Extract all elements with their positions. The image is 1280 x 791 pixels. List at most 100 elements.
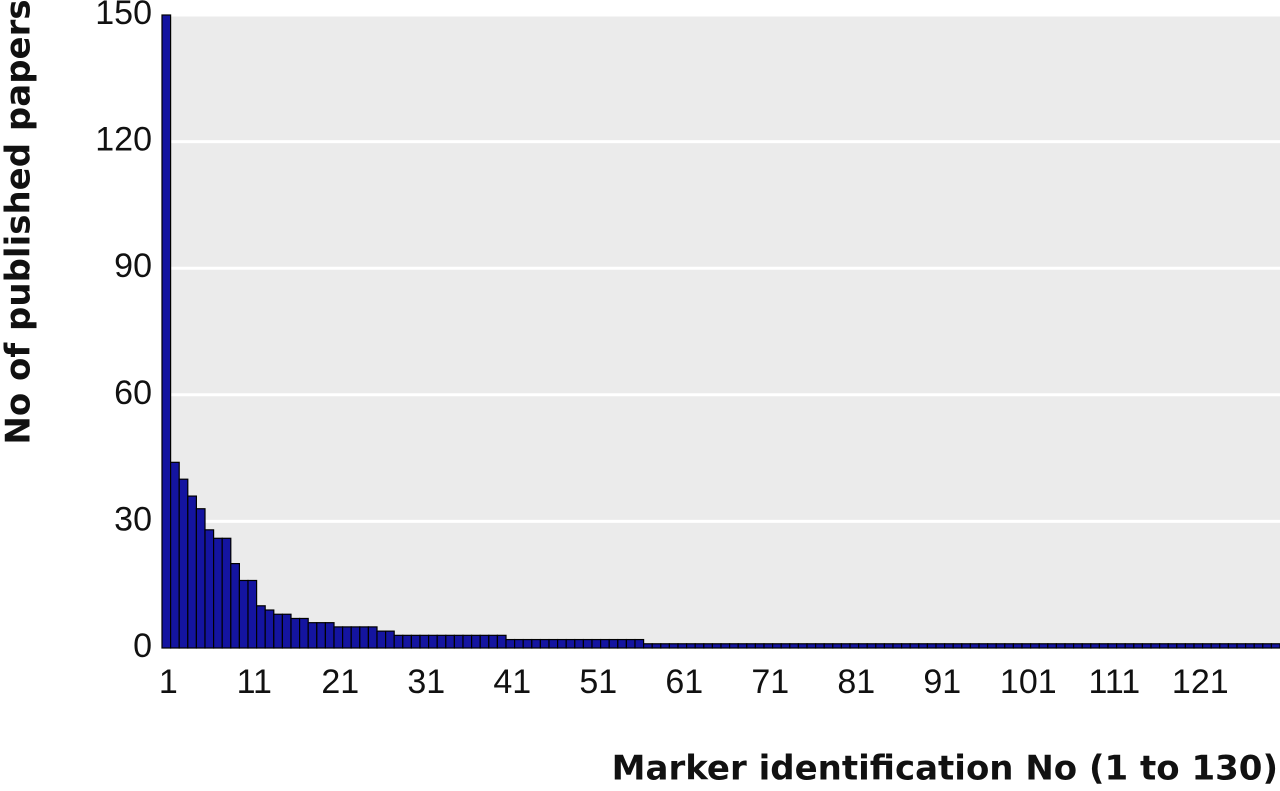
bar xyxy=(230,562,241,649)
bar xyxy=(694,643,705,649)
bar xyxy=(178,478,189,649)
bar xyxy=(642,643,653,649)
bar xyxy=(771,643,782,649)
bar xyxy=(1262,643,1273,649)
bar xyxy=(660,643,670,649)
bar xyxy=(900,643,911,649)
bar xyxy=(780,643,791,649)
bar xyxy=(711,643,722,649)
bar xyxy=(969,643,980,649)
y-tick-label: 60 xyxy=(114,374,152,412)
bar xyxy=(1055,643,1066,649)
bar xyxy=(161,14,172,649)
bar xyxy=(832,643,842,649)
bar xyxy=(496,634,507,649)
bar xyxy=(582,638,593,649)
bar xyxy=(324,622,335,649)
bar xyxy=(1115,643,1126,649)
bar xyxy=(892,643,903,649)
bar xyxy=(1107,643,1118,649)
bar xyxy=(428,634,438,649)
bar xyxy=(342,626,352,649)
bar xyxy=(170,461,180,649)
bar xyxy=(1244,643,1255,649)
plot-background xyxy=(162,15,1280,648)
bar xyxy=(419,634,430,649)
bar xyxy=(316,622,326,649)
bar xyxy=(1029,643,1040,649)
bar xyxy=(599,638,610,649)
bar xyxy=(591,638,602,649)
bar xyxy=(1021,643,1032,649)
x-tick-label: 61 xyxy=(665,663,703,701)
x-tick-label: 41 xyxy=(493,663,531,701)
bar xyxy=(1047,643,1058,649)
bar xyxy=(703,643,713,649)
bar xyxy=(935,643,946,649)
bar xyxy=(685,643,696,649)
y-tick-label: 30 xyxy=(114,500,152,538)
bar xyxy=(806,643,817,649)
bar xyxy=(763,643,774,649)
bar xyxy=(1158,643,1169,649)
bar xyxy=(402,634,412,649)
bar xyxy=(187,495,198,649)
bar xyxy=(797,643,808,649)
bar xyxy=(866,643,877,649)
bar xyxy=(823,643,834,649)
bar xyxy=(299,617,309,649)
bar xyxy=(617,638,627,649)
bar xyxy=(445,634,455,649)
bar xyxy=(961,643,971,649)
bar xyxy=(505,638,516,649)
bar xyxy=(513,638,524,649)
bar xyxy=(1124,643,1135,649)
x-tick-label: 1 xyxy=(159,663,178,701)
x-tick-label: 81 xyxy=(837,663,875,701)
bar xyxy=(651,643,662,649)
bar xyxy=(625,638,636,649)
bar xyxy=(264,609,275,649)
bar xyxy=(281,613,292,649)
bar xyxy=(1236,643,1247,649)
bar xyxy=(1038,643,1049,649)
bar xyxy=(754,643,765,649)
bar xyxy=(488,634,498,649)
bar xyxy=(1201,643,1212,649)
bar xyxy=(393,634,404,649)
bar xyxy=(221,537,232,649)
bar xyxy=(359,626,369,649)
bar xyxy=(608,638,619,649)
bar xyxy=(548,638,559,649)
bar xyxy=(1012,643,1023,649)
bar xyxy=(634,638,645,649)
bar xyxy=(273,613,283,649)
x-axis-title: Marker identification No (1 to 130) xyxy=(612,749,1278,789)
bar xyxy=(746,643,756,649)
bar xyxy=(1098,643,1109,649)
bar xyxy=(986,643,997,649)
bar xyxy=(333,626,344,649)
bar xyxy=(1141,643,1152,649)
y-axis-title: No of published papers xyxy=(0,0,39,445)
bar xyxy=(531,638,541,649)
bar xyxy=(350,626,361,649)
bar xyxy=(849,643,860,649)
bar xyxy=(1210,643,1221,649)
bar xyxy=(1090,643,1101,649)
bar xyxy=(840,643,851,649)
bar xyxy=(367,626,378,649)
bar xyxy=(556,638,567,649)
bar xyxy=(436,634,447,649)
bar xyxy=(728,643,739,649)
x-tick-label: 111 xyxy=(1088,663,1140,701)
bar xyxy=(539,638,550,649)
bar xyxy=(462,634,473,649)
bar xyxy=(453,634,464,649)
bar xyxy=(1184,643,1195,649)
bar xyxy=(238,579,249,649)
bar xyxy=(926,643,937,649)
bar xyxy=(668,643,679,649)
bar xyxy=(385,630,395,649)
